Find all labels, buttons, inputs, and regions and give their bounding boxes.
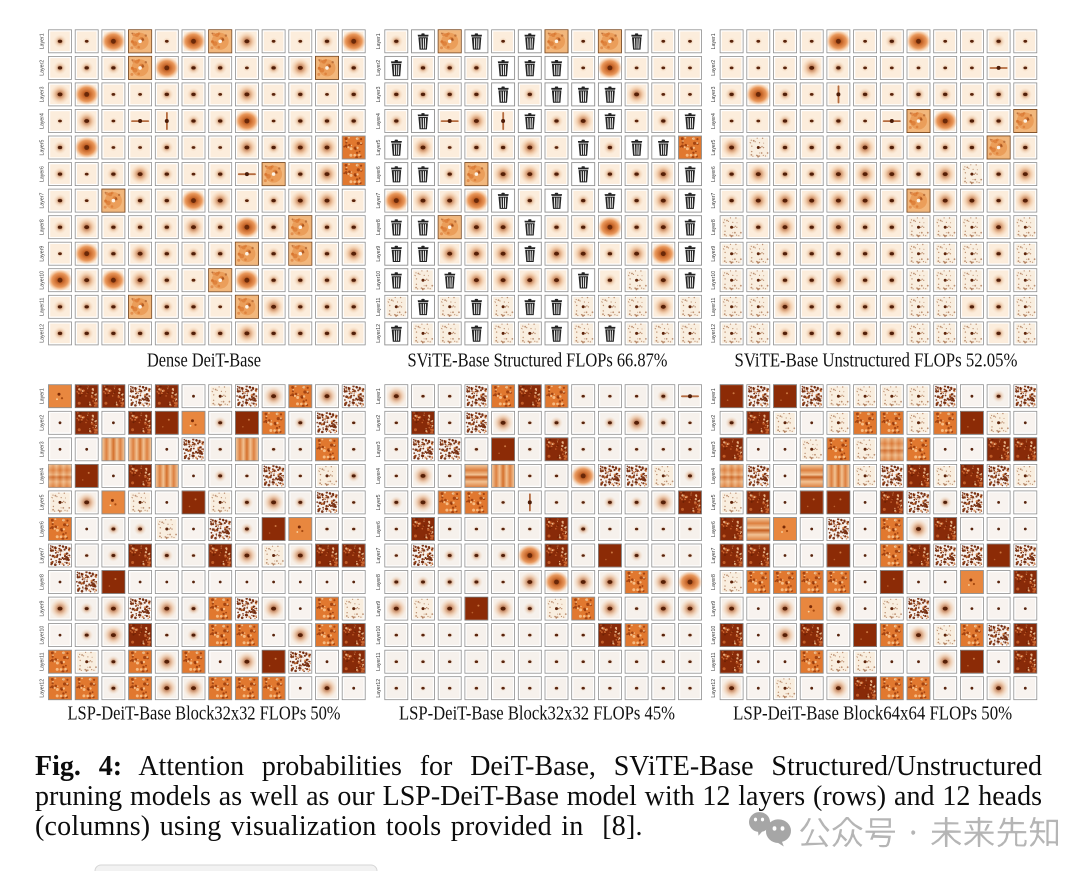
svg-text:Layer12: Layer12 bbox=[40, 324, 46, 343]
svg-text:Layer10: Layer10 bbox=[376, 271, 382, 290]
svg-text:Layer3: Layer3 bbox=[40, 441, 46, 457]
svg-text:Layer3: Layer3 bbox=[376, 86, 382, 102]
svg-text:Layer11: Layer11 bbox=[40, 652, 46, 670]
svg-text:Layer9: Layer9 bbox=[40, 246, 46, 262]
svg-text:Layer8: Layer8 bbox=[40, 574, 46, 590]
svg-text:Layer10: Layer10 bbox=[376, 626, 382, 645]
svg-text:Layer6: Layer6 bbox=[40, 521, 46, 537]
svg-text:Layer10: Layer10 bbox=[40, 271, 46, 290]
svg-text:Layer2: Layer2 bbox=[711, 60, 717, 76]
svg-text:Layer6: Layer6 bbox=[40, 166, 46, 182]
svg-text:Layer12: Layer12 bbox=[711, 679, 717, 698]
svg-text:Layer3: Layer3 bbox=[711, 86, 717, 102]
svg-text:LSP-DeiT-Base Block32x32 FLOPs: LSP-DeiT-Base Block32x32 FLOPs 50% bbox=[68, 703, 341, 725]
svg-text:Layer9: Layer9 bbox=[376, 601, 382, 617]
svg-text:Layer2: Layer2 bbox=[376, 60, 382, 76]
svg-text:Layer2: Layer2 bbox=[711, 415, 717, 431]
svg-text:Layer4: Layer4 bbox=[376, 113, 382, 129]
svg-text:Layer7: Layer7 bbox=[40, 547, 46, 563]
svg-text:Layer3: Layer3 bbox=[40, 86, 46, 102]
svg-text:Layer11: Layer11 bbox=[711, 652, 717, 670]
svg-text:Layer11: Layer11 bbox=[711, 298, 717, 316]
svg-text:Layer3: Layer3 bbox=[711, 441, 717, 457]
svg-text:Layer4: Layer4 bbox=[40, 113, 46, 129]
svg-text:Layer11: Layer11 bbox=[40, 298, 46, 316]
svg-text:LSP-DeiT-Base Block64x64 FLOPs: LSP-DeiT-Base Block64x64 FLOPs 50% bbox=[733, 703, 1012, 725]
svg-text:Layer7: Layer7 bbox=[711, 547, 717, 563]
svg-text:Layer4: Layer4 bbox=[376, 468, 382, 484]
svg-text:Layer1: Layer1 bbox=[40, 388, 46, 404]
svg-text:Layer7: Layer7 bbox=[376, 193, 382, 209]
svg-text:Layer4: Layer4 bbox=[711, 113, 717, 129]
svg-text:Layer4: Layer4 bbox=[40, 468, 46, 484]
svg-text:Dense DeiT-Base: Dense DeiT-Base bbox=[147, 349, 261, 371]
svg-text:Layer6: Layer6 bbox=[376, 521, 382, 537]
svg-text:Layer6: Layer6 bbox=[711, 166, 717, 182]
svg-text:Layer2: Layer2 bbox=[40, 415, 46, 431]
svg-text:Layer12: Layer12 bbox=[711, 324, 717, 343]
svg-text:LSP-DeiT-Base Block32x32 FLOPs: LSP-DeiT-Base Block32x32 FLOPs 45% bbox=[399, 703, 675, 725]
svg-text:Layer5: Layer5 bbox=[711, 494, 717, 510]
svg-text:Layer5: Layer5 bbox=[376, 494, 382, 510]
svg-text:Layer12: Layer12 bbox=[376, 324, 382, 343]
svg-text:Layer12: Layer12 bbox=[40, 679, 46, 698]
svg-text:Layer6: Layer6 bbox=[376, 166, 382, 182]
svg-text:Layer5: Layer5 bbox=[711, 139, 717, 155]
svg-text:Layer7: Layer7 bbox=[711, 193, 717, 209]
svg-text:Layer9: Layer9 bbox=[376, 246, 382, 262]
svg-text:Layer10: Layer10 bbox=[711, 271, 717, 290]
svg-text:SViTE-Base Structured FLOPs 66: SViTE-Base Structured FLOPs 66.87% bbox=[408, 349, 668, 371]
svg-text:Layer8: Layer8 bbox=[711, 574, 717, 590]
svg-text:Layer8: Layer8 bbox=[40, 219, 46, 235]
svg-text:Layer8: Layer8 bbox=[376, 574, 382, 590]
svg-text:Layer8: Layer8 bbox=[376, 219, 382, 235]
svg-text:Layer9: Layer9 bbox=[711, 246, 717, 262]
svg-text:Layer6: Layer6 bbox=[711, 521, 717, 537]
svg-text:Layer11: Layer11 bbox=[376, 652, 382, 670]
svg-text:Layer2: Layer2 bbox=[40, 60, 46, 76]
svg-text:Layer1: Layer1 bbox=[376, 33, 382, 49]
svg-text:Layer4: Layer4 bbox=[711, 468, 717, 484]
svg-text:Layer12: Layer12 bbox=[376, 679, 382, 698]
svg-text:Layer3: Layer3 bbox=[376, 441, 382, 457]
svg-text:Layer5: Layer5 bbox=[40, 139, 46, 155]
svg-text:Layer2: Layer2 bbox=[376, 415, 382, 431]
svg-text:Layer8: Layer8 bbox=[711, 219, 717, 235]
svg-text:Layer5: Layer5 bbox=[376, 139, 382, 155]
svg-text:Layer1: Layer1 bbox=[376, 388, 382, 404]
svg-text:Layer9: Layer9 bbox=[40, 601, 46, 617]
svg-text:Layer10: Layer10 bbox=[40, 626, 46, 645]
svg-text:Layer1: Layer1 bbox=[40, 33, 46, 49]
svg-text:Layer11: Layer11 bbox=[376, 298, 382, 316]
svg-text:SViTE-Base Unstructured FLOPs: SViTE-Base Unstructured FLOPs 52.05% bbox=[735, 349, 1018, 371]
svg-text:Layer9: Layer9 bbox=[711, 601, 717, 617]
svg-text:Layer7: Layer7 bbox=[40, 193, 46, 209]
svg-text:Layer7: Layer7 bbox=[376, 547, 382, 563]
svg-text:Layer1: Layer1 bbox=[711, 33, 717, 49]
svg-text:Layer5: Layer5 bbox=[40, 494, 46, 510]
svg-text:Layer1: Layer1 bbox=[711, 388, 717, 404]
svg-text:Layer10: Layer10 bbox=[711, 626, 717, 645]
